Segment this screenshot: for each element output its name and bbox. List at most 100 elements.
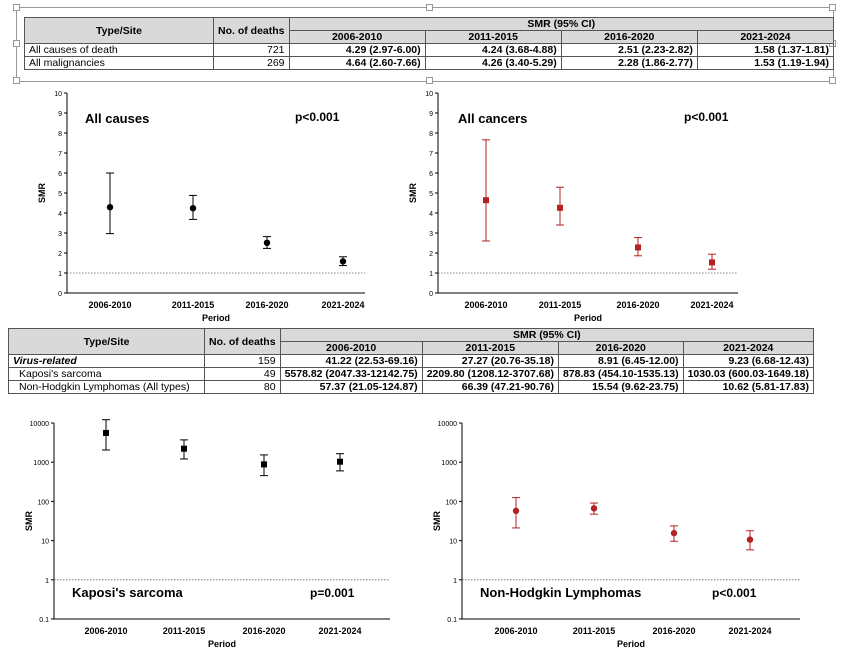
smr-cell: 5578.82 (2047.33-12142.75) [279, 367, 423, 381]
x-tick-label: 2006-2010 [88, 300, 131, 310]
smr-cell: 15.54 (9.62-23.75) [557, 380, 684, 394]
smr-cell: 4.29 (2.97-6.00) [288, 43, 426, 57]
x-tick-label: 2021-2024 [690, 300, 733, 310]
y-tick-label: 1 [58, 271, 62, 278]
data-point [263, 239, 271, 246]
header-period: 2021-2024 [696, 30, 835, 44]
y-tick-label: 1 [429, 271, 433, 278]
y-tick-label: 1000 [33, 460, 49, 467]
x-tick-label: 2021-2024 [321, 300, 364, 310]
header-smr: SMR (95% CI) [279, 328, 815, 342]
table-row: All malignancies 269 4.64 (2.60-7.66) 4.… [24, 56, 835, 70]
smr-cell: 66.39 (47.21-90.76) [421, 380, 559, 394]
y-tick-label: 9 [429, 111, 433, 118]
y-tick-label: 1 [453, 578, 457, 585]
x-tick-label: 2016-2020 [242, 626, 285, 636]
smr-table-virus-related: Type/Site No. of deaths SMR (95% CI) 200… [7, 328, 815, 394]
x-tick-label: 2011-2015 [172, 300, 215, 310]
p-value-label: p=0.001 [310, 586, 355, 600]
chart-kaposis-sarcoma: 0.1 1 10 100 1000 10000 2006-2010 2011-2015 2016… [24, 419, 390, 649]
deaths-cell: 159 [204, 354, 281, 368]
y-tick-label: 7 [429, 151, 433, 158]
resize-handle[interactable] [13, 77, 20, 84]
y-tick-label: 100 [37, 499, 49, 506]
y-tick-label: 7 [58, 151, 62, 158]
y-axis-label: SMR [37, 183, 47, 204]
resize-handle[interactable] [426, 77, 433, 84]
chart-non-hodgkin-lymphomas: 0.1 1 10 100 1000 10000 2006-2010 2011-2015 2016… [432, 421, 800, 649]
x-axis-label: Period [617, 639, 645, 649]
y-tick-label: 2 [58, 251, 62, 258]
p-value-label: p<0.001 [712, 586, 757, 600]
header-type-site: Type/Site [24, 17, 214, 44]
chart-title: All causes [85, 111, 149, 126]
data-point [557, 204, 563, 211]
deaths-cell: 721 [213, 43, 290, 57]
y-tick-label: 1 [45, 578, 49, 585]
header-period: 2011-2015 [421, 341, 559, 355]
table-row: All causes of death 721 4.29 (2.97-6.00)… [24, 43, 835, 57]
data-point [746, 536, 754, 543]
x-tick-label: 2006-2010 [464, 300, 507, 310]
smr-cell: 8.91 (6.45-12.00) [557, 354, 684, 368]
y-tick-label: 10000 [438, 421, 458, 428]
x-tick-label: 2016-2020 [245, 300, 288, 310]
y-tick-label: 8 [58, 131, 62, 138]
row-label: All malignancies [24, 56, 214, 70]
y-tick-label: 4 [429, 211, 433, 218]
header-period: 2011-2015 [424, 30, 562, 44]
y-tick-label: 10000 [30, 421, 50, 428]
header-period: 2016-2020 [560, 30, 698, 44]
y-tick-label: 0 [58, 291, 62, 298]
smr-cell: 1030.03 (600.03-1649.18) [682, 367, 815, 381]
header-period: 2006-2010 [288, 30, 426, 44]
x-axis-label: Period [574, 313, 602, 323]
p-value-label: p<0.001 [684, 110, 729, 124]
resize-handle[interactable] [13, 4, 20, 11]
data-point [590, 505, 598, 512]
y-tick-label: 10 [41, 539, 49, 546]
smr-cell: 4.26 (3.40-5.29) [424, 56, 562, 70]
smr-cell: 2209.80 (1208.12-3707.68) [421, 367, 559, 381]
smr-cell: 1.53 (1.19-1.94) [696, 56, 835, 70]
header-period: 2006-2010 [279, 341, 423, 355]
chart-title: All cancers [458, 111, 527, 126]
y-tick-label: 10 [54, 91, 62, 98]
x-tick-label: 2016-2020 [652, 626, 695, 636]
resize-handle[interactable] [13, 40, 20, 47]
smr-cell: 878.83 (454.10-1535.13) [557, 367, 684, 381]
y-tick-label: 6 [58, 171, 62, 178]
row-label: All causes of death [24, 43, 214, 57]
resize-handle[interactable] [829, 77, 836, 84]
y-tick-label: 2 [429, 251, 433, 258]
data-point [670, 529, 678, 537]
data-point [337, 458, 343, 465]
data-point [189, 205, 197, 212]
y-tick-label: 3 [58, 231, 62, 238]
y-tick-label: 5 [58, 191, 62, 198]
x-axis-label: Period [208, 639, 236, 649]
data-point [483, 197, 489, 204]
y-tick-label: 100 [445, 499, 457, 506]
smr-cell: 41.22 (22.53-69.16) [279, 354, 423, 368]
smr-cell: 2.28 (1.86-2.77) [560, 56, 698, 70]
data-point [512, 507, 520, 515]
smr-cell: 10.62 (5.81-17.83) [682, 380, 815, 394]
resize-handle[interactable] [829, 4, 836, 11]
x-tick-label: 2016-2020 [616, 300, 659, 310]
table-row: Kaposi's sarcoma 49 5578.82 (2047.33-121… [7, 367, 815, 381]
smr-table-overall: Type/Site No. of deaths SMR (95% CI) 200… [24, 17, 835, 70]
y-axis-label: SMR [408, 183, 418, 204]
table-row: Virus-related 159 41.22 (22.53-69.16) 27… [7, 354, 815, 368]
table-row: Non-Hodgkin Lymphomas (All types) 80 57.… [7, 380, 815, 394]
deaths-cell: 49 [204, 367, 281, 381]
y-tick-label: 3 [429, 231, 433, 238]
resize-handle[interactable] [426, 4, 433, 11]
row-label: Virus-related [7, 354, 206, 368]
data-point [339, 258, 347, 265]
header-deaths: No. of deaths [213, 17, 290, 44]
x-tick-label: 2006-2010 [84, 626, 127, 636]
smr-cell: 4.64 (2.60-7.66) [288, 56, 426, 70]
x-tick-label: 2006-2010 [494, 626, 537, 636]
row-label: Non-Hodgkin Lymphomas (All types) [7, 380, 206, 394]
